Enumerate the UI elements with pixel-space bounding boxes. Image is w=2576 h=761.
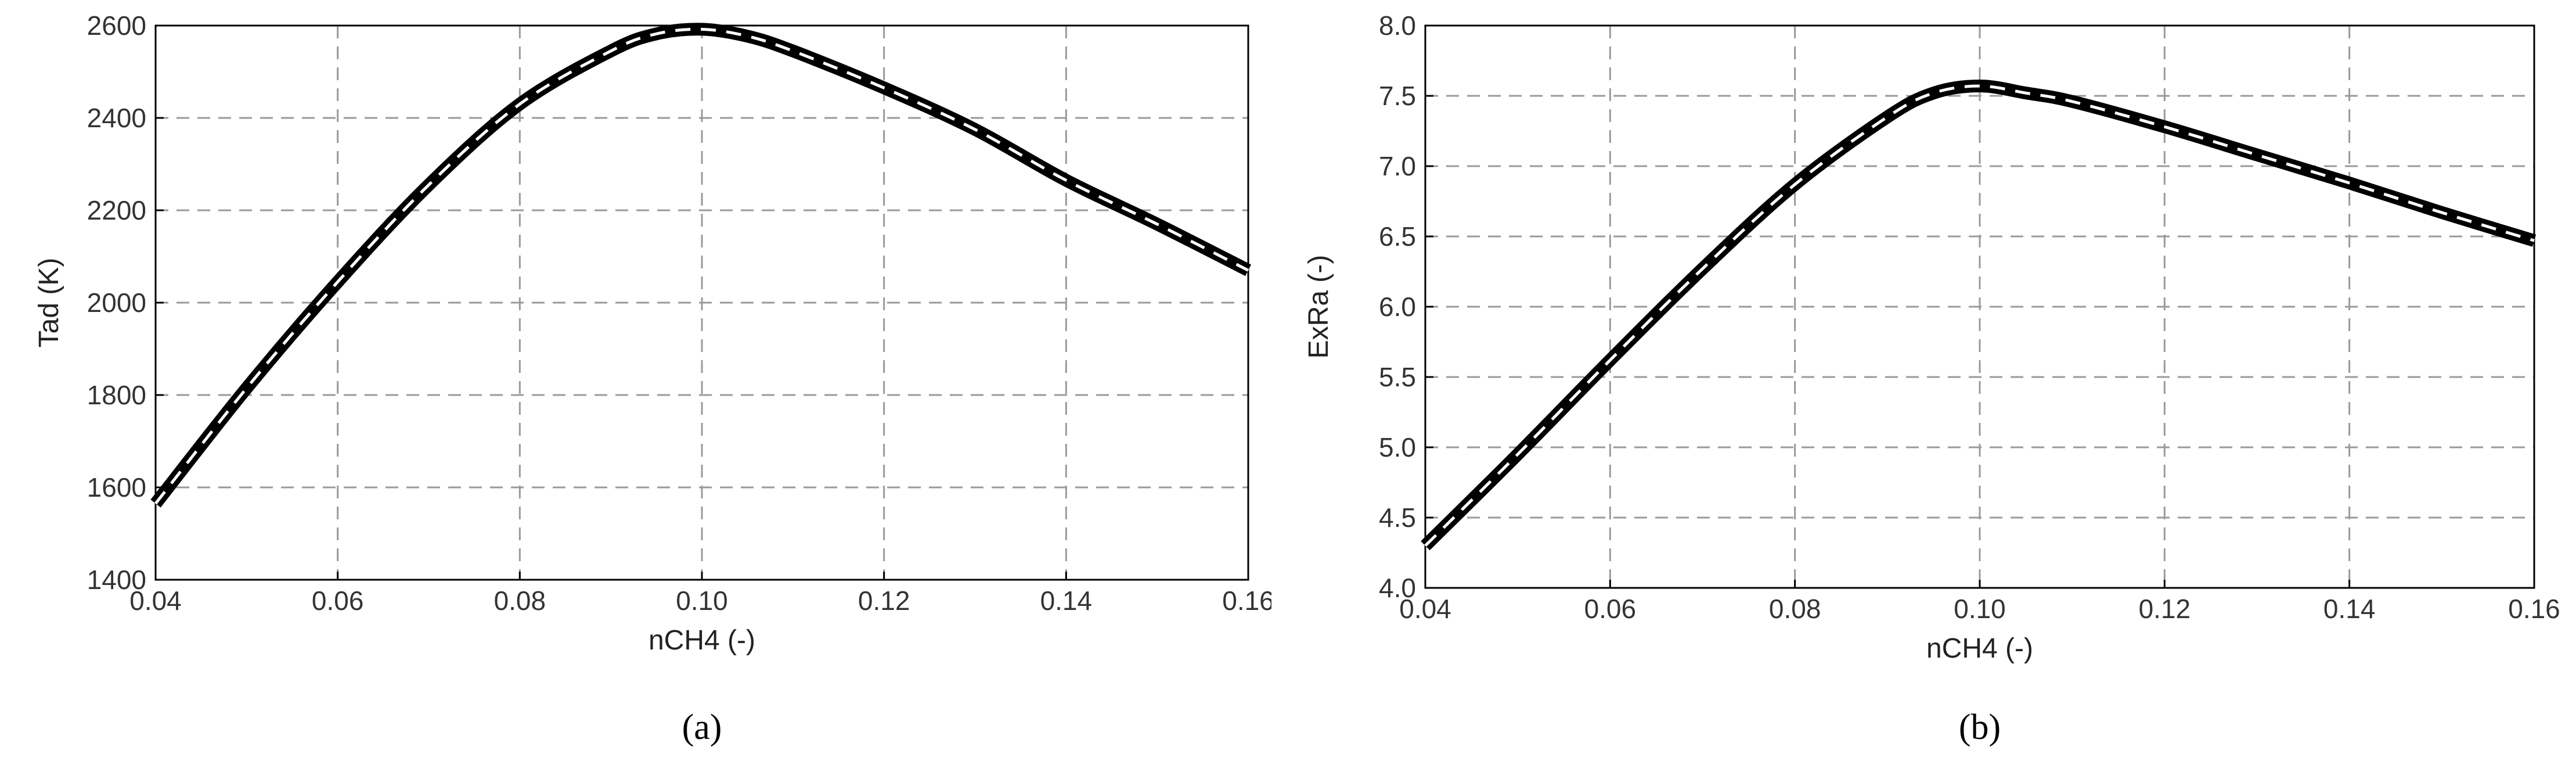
y-axis-label: Tad (K): [34, 258, 64, 348]
y-tick-label: 2000: [87, 288, 146, 318]
y-tick-label: 2400: [87, 103, 146, 133]
y-tick-label: 6.5: [1379, 221, 1416, 252]
series-group: [1421, 80, 2537, 551]
panel-label: (b): [1959, 708, 2001, 747]
x-tick-label: 0.14: [2323, 594, 2376, 624]
x-axis-label: nCH4 (-): [1926, 633, 2033, 664]
panel-label: (a): [682, 708, 722, 747]
y-tick-label: 6.0: [1379, 292, 1416, 322]
y-tick-label: 8.0: [1379, 10, 1416, 41]
x-axis-label: nCH4 (-): [648, 625, 755, 656]
chart-panel-a: 0.04 0.06 0.08 0.10 0.12 0.14 0.16 1400 1600 180…: [34, 10, 1271, 747]
series-line-dashed-overlay: [154, 27, 1249, 505]
y-tick-label: 5.5: [1379, 362, 1416, 392]
axis-ticks: [1424, 24, 2535, 589]
y-tick-label: 2200: [87, 195, 146, 225]
x-tick-label: 0.12: [2139, 594, 2191, 624]
y-tick-label: 1800: [87, 380, 146, 410]
x-tick-label: 0.10: [676, 586, 728, 616]
y-tick-label: 2600: [87, 10, 146, 41]
chart-panel-b: 0.04 0.06 0.08 0.10 0.12 0.14 0.16 4.0 4.5 5.0 5.…: [1303, 10, 2560, 747]
y-tick-label: 4.0: [1379, 573, 1416, 603]
y-tick-label: 5.0: [1379, 432, 1416, 462]
y-tick-label: 4.5: [1379, 502, 1416, 533]
y-tick-label: 7.0: [1379, 151, 1416, 181]
x-tick-label: 0.06: [1584, 594, 1637, 624]
y-tick-label: 1400: [87, 565, 146, 595]
x-tick-label: 0.10: [1954, 594, 2006, 624]
x-tick-label: 0.08: [494, 586, 546, 616]
x-tick-label: 0.04: [1399, 594, 1451, 624]
x-tick-label: 0.08: [1769, 594, 1821, 624]
series-line-dashed-overlay: [1424, 84, 2535, 547]
y-axis-label: ExRa (-): [1303, 255, 1334, 359]
y-tick-labels: 1400 1600 1800 2000 2200 2400 2600: [87, 10, 146, 595]
grid-lines: [1424, 24, 2535, 589]
x-tick-label: 0.06: [312, 586, 364, 616]
x-tick-label: 0.16: [2508, 594, 2560, 624]
x-tick-label: 0.12: [858, 586, 910, 616]
x-tick-label: 0.04: [129, 586, 182, 616]
y-tick-label: 7.5: [1379, 81, 1416, 111]
x-tick-label: 0.16: [1222, 586, 1271, 616]
y-tick-labels: 4.0 4.5 5.0 5.5 6.0 6.5 7.0 7.5 8.0: [1379, 10, 1416, 603]
x-tick-label: 0.14: [1040, 586, 1093, 616]
series-group: [150, 23, 1251, 508]
y-tick-label: 1600: [87, 472, 146, 502]
x-tick-labels: 0.04 0.06 0.08 0.10 0.12 0.14 0.16: [129, 586, 1271, 616]
x-tick-labels: 0.04 0.06 0.08 0.10 0.12 0.14 0.16: [1399, 594, 2560, 624]
